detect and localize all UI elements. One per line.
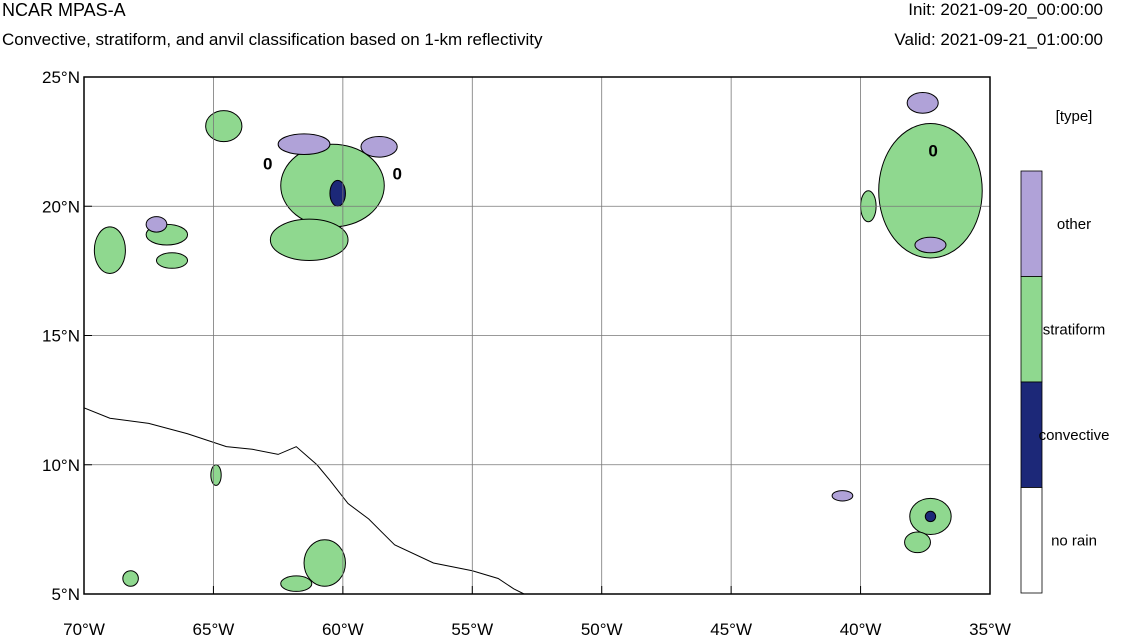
legend-item-label: other xyxy=(1057,216,1091,233)
region-stratiform xyxy=(269,218,349,262)
contour-label: 0 xyxy=(263,154,272,173)
subtitle: Convective, stratiform, and anvil classi… xyxy=(2,30,543,49)
coastline xyxy=(84,407,525,594)
legend-swatch xyxy=(1020,276,1043,383)
contour-labels: 0 0 0 xyxy=(263,141,938,183)
x-tick-label: 55°W xyxy=(451,620,493,639)
x-tick-label: 65°W xyxy=(193,620,235,639)
contour-label: 0 xyxy=(928,141,937,160)
legend-item-label: no rain xyxy=(1051,532,1097,549)
legend-title: [type] xyxy=(1056,108,1093,125)
x-tick-label: 60°W xyxy=(322,620,364,639)
region-stratiform xyxy=(878,123,983,259)
x-tick-label: 35°W xyxy=(969,620,1011,639)
init-time-label: Init: 2021-09-20_00:00:00 xyxy=(908,0,1103,19)
y-tick-label: 10°N xyxy=(42,456,80,475)
x-tick-label: 40°W xyxy=(840,620,882,639)
region-stratiform xyxy=(122,570,139,587)
valid-time-label: Valid: 2021-09-21_01:00:00 xyxy=(894,30,1103,49)
region-other xyxy=(360,135,398,158)
main-title: NCAR MPAS-A xyxy=(2,0,126,20)
region-stratiform xyxy=(155,252,189,269)
region-stratiform xyxy=(93,226,126,274)
y-tick-label: 5°N xyxy=(51,585,80,604)
y-axis-ticks: 25°N 20°N 15°N 10°N 5°N xyxy=(42,68,92,604)
legend: [type] other stratiform convective no rain xyxy=(1020,108,1110,594)
region-stratiform xyxy=(303,539,346,587)
x-tick-label: 70°W xyxy=(63,620,105,639)
legend-swatch xyxy=(1020,170,1043,277)
x-axis-ticks: 70°W 65°W 60°W 55°W 50°W 45°W 40°W 35°W xyxy=(63,586,1011,639)
legend-swatch xyxy=(1020,487,1043,594)
y-tick-label: 15°N xyxy=(42,327,80,346)
contour-label: 0 xyxy=(392,165,401,184)
region-convective xyxy=(924,510,937,523)
x-tick-label: 50°W xyxy=(581,620,623,639)
region-stratiform xyxy=(280,575,313,592)
coastline-line xyxy=(84,407,525,594)
y-tick-label: 25°N xyxy=(42,68,80,87)
region-stratiform xyxy=(210,464,222,486)
graticule xyxy=(83,76,991,595)
region-other xyxy=(906,92,939,114)
region-stratiform xyxy=(904,531,931,554)
region-other xyxy=(831,490,854,502)
region-stratiform xyxy=(205,110,243,143)
region-other xyxy=(277,133,331,156)
x-tick-label: 45°W xyxy=(710,620,752,639)
region-other xyxy=(914,236,947,254)
legend-item-label: stratiform xyxy=(1043,321,1106,338)
classification-regions xyxy=(93,92,983,592)
y-tick-label: 20°N xyxy=(42,197,80,216)
region-other xyxy=(145,216,168,233)
legend-item-label: convective xyxy=(1039,427,1110,444)
